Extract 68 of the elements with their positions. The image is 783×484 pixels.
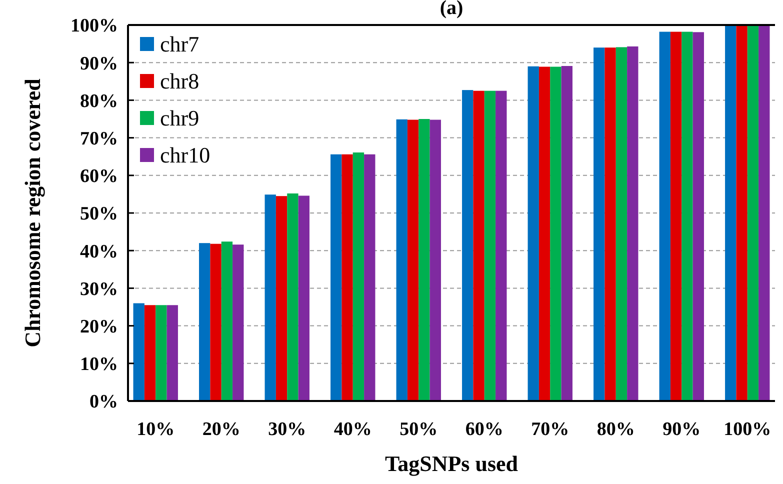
- bar: [364, 154, 376, 401]
- bar: [528, 66, 539, 401]
- bar: [430, 120, 441, 401]
- y-tick-label: 50%: [80, 204, 118, 225]
- bar: [287, 193, 298, 401]
- bar: [396, 119, 408, 401]
- x-tick-label: 80%: [596, 419, 635, 440]
- bar: [352, 152, 364, 401]
- bar: [604, 48, 616, 401]
- bar: [199, 243, 210, 401]
- y-tick-label: 70%: [80, 128, 118, 150]
- legend-label: chr9: [160, 106, 200, 131]
- bar: [473, 90, 484, 401]
- x-tick-label: 30%: [268, 419, 306, 440]
- bar: [133, 303, 144, 401]
- bar: [330, 154, 342, 401]
- bar: [484, 90, 496, 401]
- bar: [670, 32, 682, 401]
- y-tick-label: 30%: [80, 278, 118, 300]
- x-tick-label: 20%: [202, 419, 240, 440]
- y-tick-label: 100%: [70, 16, 118, 37]
- bar: [210, 244, 222, 401]
- x-tick-label: 90%: [662, 419, 701, 440]
- x-tick-label: 60%: [465, 419, 504, 440]
- bar: [659, 32, 670, 401]
- bar: [550, 66, 562, 401]
- bar: [627, 46, 638, 401]
- bar: [692, 32, 704, 401]
- x-tick-label: 10%: [136, 419, 175, 440]
- legend-label: chr10: [160, 142, 210, 168]
- bar: [725, 25, 736, 401]
- x-tick-label: 40%: [334, 419, 372, 440]
- y-tick-label: 10%: [80, 354, 118, 376]
- x-axis-title: TagSNPs used: [384, 451, 518, 476]
- bar: [682, 32, 693, 401]
- bar: [736, 25, 748, 401]
- y-tick-label: 80%: [80, 90, 118, 112]
- legend-label: chr8: [160, 68, 200, 94]
- bar: [496, 90, 507, 401]
- bar: [342, 154, 353, 401]
- bar: [166, 305, 178, 401]
- y-tick-label: 0%: [90, 392, 118, 413]
- bar: [561, 66, 572, 401]
- bar: [221, 242, 233, 401]
- bar: [538, 66, 550, 401]
- x-tick-label: 70%: [531, 419, 570, 440]
- bar: [264, 194, 276, 401]
- y-tick-label: 40%: [80, 241, 118, 262]
- bar: [462, 90, 474, 401]
- bar: [747, 25, 759, 401]
- bar: [418, 119, 430, 401]
- bar: [758, 25, 770, 401]
- bar: [407, 120, 419, 401]
- y-tick-label: 20%: [80, 316, 118, 338]
- bar: [232, 244, 244, 401]
- chart-title: (a): [440, 0, 464, 19]
- x-tick-label: 50%: [400, 419, 438, 440]
- bar: [144, 305, 156, 401]
- bar: [298, 196, 310, 401]
- bar: [616, 47, 628, 401]
- y-axis-title: Chromosome region covered: [20, 78, 45, 348]
- bar: [594, 48, 605, 401]
- x-tick-label: 100%: [724, 419, 772, 440]
- bar: [156, 305, 167, 401]
- bar: [276, 196, 288, 401]
- y-tick-label: 60%: [80, 166, 118, 188]
- legend-label: chr7: [160, 32, 200, 57]
- y-tick-label: 90%: [80, 53, 118, 74]
